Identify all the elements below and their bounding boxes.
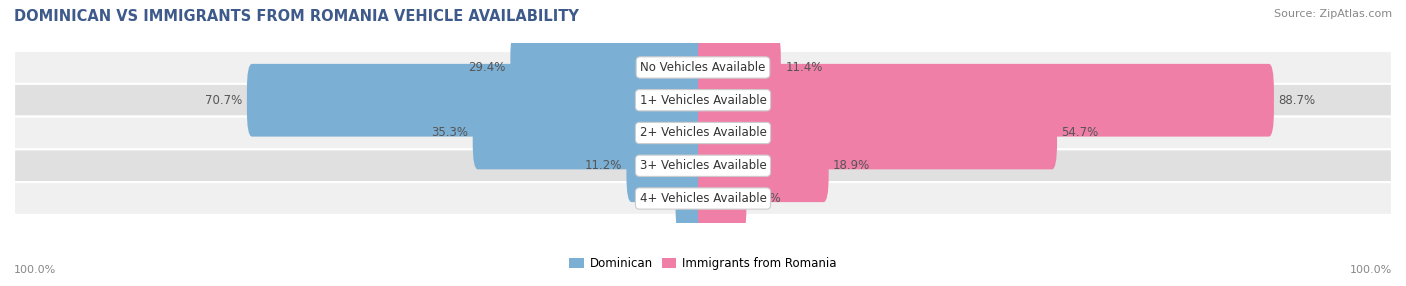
FancyBboxPatch shape <box>14 84 1392 117</box>
FancyBboxPatch shape <box>14 51 1392 84</box>
Text: Source: ZipAtlas.com: Source: ZipAtlas.com <box>1274 9 1392 19</box>
FancyBboxPatch shape <box>697 97 1057 169</box>
FancyBboxPatch shape <box>697 162 747 235</box>
Legend: Dominican, Immigrants from Romania: Dominican, Immigrants from Romania <box>565 252 841 275</box>
Text: 1+ Vehicles Available: 1+ Vehicles Available <box>640 94 766 107</box>
FancyBboxPatch shape <box>697 64 1274 137</box>
Text: 100.0%: 100.0% <box>1350 265 1392 275</box>
Text: 6.0%: 6.0% <box>751 192 780 205</box>
FancyBboxPatch shape <box>697 129 828 202</box>
Text: 54.7%: 54.7% <box>1062 126 1098 140</box>
Text: 11.4%: 11.4% <box>786 61 823 74</box>
FancyBboxPatch shape <box>472 97 709 169</box>
Text: 3.5%: 3.5% <box>641 192 671 205</box>
Text: 3+ Vehicles Available: 3+ Vehicles Available <box>640 159 766 172</box>
Text: 29.4%: 29.4% <box>468 61 506 74</box>
Text: 100.0%: 100.0% <box>14 265 56 275</box>
Text: No Vehicles Available: No Vehicles Available <box>640 61 766 74</box>
FancyBboxPatch shape <box>247 64 709 137</box>
Text: 35.3%: 35.3% <box>432 126 468 140</box>
Text: 4+ Vehicles Available: 4+ Vehicles Available <box>640 192 766 205</box>
FancyBboxPatch shape <box>510 31 709 104</box>
FancyBboxPatch shape <box>697 31 780 104</box>
Text: 2+ Vehicles Available: 2+ Vehicles Available <box>640 126 766 140</box>
Text: 88.7%: 88.7% <box>1278 94 1316 107</box>
Text: 18.9%: 18.9% <box>834 159 870 172</box>
FancyBboxPatch shape <box>14 117 1392 149</box>
Text: 70.7%: 70.7% <box>205 94 242 107</box>
FancyBboxPatch shape <box>675 162 709 235</box>
Text: 11.2%: 11.2% <box>585 159 621 172</box>
FancyBboxPatch shape <box>14 182 1392 215</box>
FancyBboxPatch shape <box>14 149 1392 182</box>
Text: DOMINICAN VS IMMIGRANTS FROM ROMANIA VEHICLE AVAILABILITY: DOMINICAN VS IMMIGRANTS FROM ROMANIA VEH… <box>14 9 579 23</box>
FancyBboxPatch shape <box>627 129 709 202</box>
